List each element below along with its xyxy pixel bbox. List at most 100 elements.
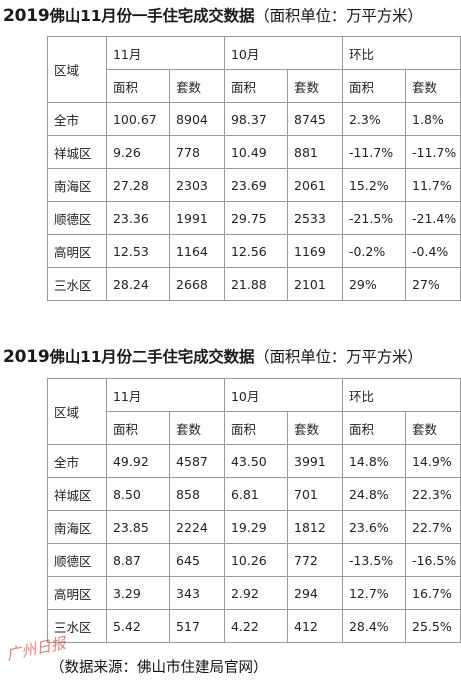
table1-new-homes: 区域 11月 10月 环比 面积 套数 面积 套数 面积 套数 全市 100.67… [47,36,461,301]
cell-mom-area: -13.5% [341,543,407,577]
table-row: 三水区 5.42 517 4.22 412 28.4% 25.5% [47,609,461,643]
cell-region: 高明区 [47,234,107,268]
table1-body: 区域 11月 10月 环比 面积 套数 面积 套数 面积 套数 全市 100.67… [47,36,461,301]
cell-nov-units: 2303 [169,168,225,202]
cell-nov-area: 28.24 [105,267,171,301]
cell-mom-units: 22.3% [405,477,461,511]
table-row: 祥城区 9.26 778 10.49 881 -11.7% -11.7% [47,135,461,169]
cell-mom-area: 2.3% [341,102,407,136]
header-region: 区域 [47,378,107,445]
cell-oct-units: 412 [287,609,343,643]
table-row: 南海区 27.28 2303 23.69 2061 15.2% 11.7% [47,168,461,202]
table1-title-main: 佛山11月份一手住宅成交数据 [49,7,255,25]
cell-mom-area: 14.8% [341,444,407,478]
table-row: 高明区 3.29 343 2.92 294 12.7% 16.7% [47,576,461,610]
cell-oct-units: 1812 [287,510,343,544]
cell-oct-units: 881 [287,135,343,169]
cell-nov-units: 343 [169,576,225,610]
cell-mom-units: -0.4% [405,234,461,268]
cell-mom-area: 12.7% [341,576,407,610]
cell-mom-units: 22.7% [405,510,461,544]
cell-oct-area: 12.56 [223,234,289,268]
table2-header-row: 区域 11月 10月 环比 [47,378,461,445]
cell-region: 祥城区 [47,135,107,169]
cell-oct-area: 10.26 [223,543,289,577]
table-row: 南海区 23.85 2224 19.29 1812 23.6% 22.7% [47,510,461,544]
table2-title-year: 2019 [3,347,50,367]
cell-nov-units: 1991 [169,201,225,235]
cell-oct-area: 23.69 [223,168,289,202]
cell-mom-area: 23.6% [341,510,407,544]
cell-nov-area: 9.26 [105,135,171,169]
cell-nov-units: 858 [169,477,225,511]
table1-subheader-row: 面积 套数 面积 套数 面积 套数 [48,69,461,103]
header-oct: 10月 [223,378,343,412]
subheader-units: 套数 [405,69,461,103]
cell-nov-area: 12.53 [105,234,171,268]
subheader-area: 面积 [105,69,171,103]
cell-oct-units: 772 [287,543,343,577]
cell-region: 全市 [47,444,107,478]
cell-nov-units: 645 [169,543,225,577]
cell-region: 高明区 [47,576,107,610]
cell-oct-units: 2061 [287,168,343,202]
cell-nov-units: 2224 [169,510,225,544]
subheader-units: 套数 [287,69,343,103]
cell-oct-area: 43.50 [223,444,289,478]
cell-region: 三水区 [47,267,107,301]
cell-nov-area: 3.29 [105,576,171,610]
subheader-units: 套数 [287,411,343,445]
header-oct: 10月 [223,36,343,70]
cell-region: 顺德区 [47,543,107,577]
cell-mom-units: 27% [405,267,461,301]
cell-oct-units: 2533 [287,201,343,235]
cell-oct-area: 4.22 [223,609,289,643]
cell-mom-units: -21.4% [405,201,461,235]
cell-nov-units: 4587 [169,444,225,478]
cell-oct-units: 2101 [287,267,343,301]
table2-resale-homes: 区域 11月 10月 环比 面积 套数 面积 套数 面积 套数 全市 49.92 4… [47,378,461,643]
cell-oct-units: 294 [287,576,343,610]
cell-mom-area: -0.2% [341,234,407,268]
cell-mom-units: -11.7% [405,135,461,169]
cell-nov-units: 778 [169,135,225,169]
data-source-note: （数据来源：佛山市住建局官网） [50,660,268,676]
cell-oct-units: 1169 [287,234,343,268]
cell-oct-area: 10.49 [223,135,289,169]
cell-oct-units: 701 [287,477,343,511]
cell-mom-area: -11.7% [341,135,407,169]
table-row: 全市 100.67 8904 98.37 8745 2.3% 1.8% [47,102,461,136]
table-row: 全市 49.92 4587 43.50 3991 14.8% 14.9% [47,444,461,478]
cell-mom-units: 25.5% [405,609,461,643]
header-region: 区域 [47,36,107,103]
cell-region: 三水区 [47,609,107,643]
cell-nov-area: 49.92 [105,444,171,478]
cell-nov-area: 100.67 [105,102,171,136]
cell-nov-units: 1164 [169,234,225,268]
cell-mom-area: 24.8% [341,477,407,511]
cell-oct-units: 8745 [287,102,343,136]
cell-mom-area: -21.5% [341,201,407,235]
subheader-area: 面积 [341,69,407,103]
subheader-units: 套数 [169,411,225,445]
cell-region: 顺德区 [47,201,107,235]
header-mom: 环比 [341,378,461,412]
cell-oct-area: 6.81 [223,477,289,511]
table1-title-year: 2019 [3,6,50,26]
cell-nov-area: 23.36 [105,201,171,235]
table1-header-row: 区域 11月 10月 环比 [47,36,461,103]
cell-mom-area: 15.2% [341,168,407,202]
cell-mom-units: 16.7% [405,576,461,610]
cell-mom-area: 29% [341,267,407,301]
table1-title-unit: （面积单位：万平方米） [254,7,423,25]
header-mom: 环比 [341,36,461,70]
cell-oct-area: 2.92 [223,576,289,610]
cell-mom-units: -16.5% [405,543,461,577]
cell-mom-units: 1.8% [405,102,461,136]
table-row: 顺德区 23.36 1991 29.75 2533 -21.5% -21.4% [47,201,461,235]
table2-title: 2019佛山11月份二手住宅成交数据（面积单位：万平方米） [3,345,423,367]
subheader-area: 面积 [223,69,289,103]
cell-nov-units: 8904 [169,102,225,136]
table-row: 顺德区 8.87 645 10.26 772 -13.5% -16.5% [47,543,461,577]
cell-nov-area: 27.28 [105,168,171,202]
